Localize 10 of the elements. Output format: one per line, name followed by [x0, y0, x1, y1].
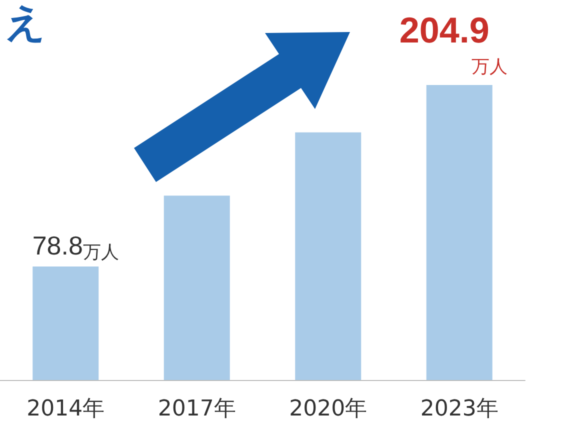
x-tick-label: 2014年: [26, 396, 105, 422]
bar: [164, 196, 230, 380]
x-tick-label: 2023年: [420, 396, 498, 422]
bar: [32, 266, 99, 380]
chart-title: え: [5, 0, 46, 46]
data-label: 204.9万人: [399, 9, 508, 78]
bar: [426, 84, 492, 380]
x-tick-label: 2017年: [158, 396, 236, 422]
bar: [295, 132, 362, 380]
x-tick-label: 2020年: [289, 396, 368, 422]
